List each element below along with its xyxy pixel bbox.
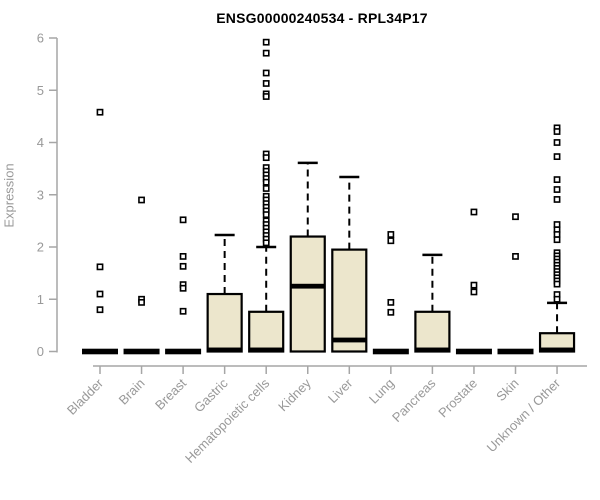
box-body	[206, 292, 243, 353]
outlier-point	[262, 49, 270, 57]
outlier-point	[470, 208, 478, 216]
box-median	[332, 337, 367, 343]
outlier-point	[138, 196, 145, 204]
outlier-point	[553, 176, 561, 183]
x-tick-label: Unknown / Other	[484, 375, 564, 455]
box-flat	[82, 348, 118, 355]
outlier-point	[553, 128, 561, 135]
outlier-point	[179, 253, 187, 260]
x-tick-label: Lung	[366, 376, 397, 407]
outlier-point	[512, 253, 519, 260]
x-tick-label: Bladder	[64, 375, 107, 418]
box-body	[331, 248, 368, 353]
outlier-point	[262, 211, 270, 219]
outlier-point	[96, 108, 104, 116]
outlier-point	[553, 280, 561, 288]
box-body	[289, 235, 326, 353]
outlier-point	[138, 298, 145, 306]
box-flat	[372, 348, 409, 355]
outlier-point	[179, 262, 187, 270]
outlier-point	[262, 80, 270, 87]
y-tick-label: 2	[37, 240, 44, 255]
outlier-point	[553, 153, 561, 161]
outlier-point	[553, 231, 561, 238]
outlier-point	[387, 308, 395, 316]
y-tick-label: 0	[37, 344, 44, 359]
outlier-point	[553, 236, 561, 244]
y-tick-label: 6	[37, 31, 44, 46]
box-flat	[455, 348, 492, 355]
outlier-point	[553, 221, 561, 228]
outlier-point	[512, 213, 519, 221]
outlier-point	[179, 307, 187, 315]
outlier-point	[387, 237, 395, 245]
x-tick-label: Pancreas	[389, 375, 439, 425]
outlier-point	[387, 298, 395, 306]
x-tick-label: Brain	[116, 376, 148, 408]
box-flat	[165, 348, 202, 355]
x-tick-label: Liver	[325, 375, 356, 406]
x-tick-label: Breast	[152, 375, 189, 412]
x-tick-label: Prostate	[435, 376, 480, 421]
outlier-point	[179, 216, 187, 224]
y-tick-label: 4	[37, 135, 44, 150]
outlier-point	[387, 231, 395, 238]
outlier-point	[553, 139, 561, 146]
x-tick-label: Skin	[493, 376, 521, 404]
box-body	[414, 310, 451, 353]
outlier-point	[262, 69, 270, 77]
x-tick-label: Gastric	[191, 375, 231, 415]
x-tick-label: Kidney	[275, 375, 314, 414]
outlier-point	[262, 154, 270, 162]
box-median	[290, 283, 325, 289]
outlier-point	[470, 281, 478, 289]
y-tick-label: 5	[37, 83, 44, 98]
outlier-point	[553, 196, 561, 203]
outlier-point	[96, 263, 104, 271]
outlier-point	[553, 295, 561, 303]
box-body	[248, 310, 285, 353]
outlier-point	[179, 284, 187, 292]
box-median	[415, 347, 450, 353]
y-tick-label: 1	[37, 292, 44, 307]
outlier-point	[262, 38, 270, 46]
outlier-point	[553, 186, 561, 193]
box-median	[207, 347, 242, 353]
box-flat	[123, 348, 160, 355]
chart-title: ENSG00000240534 - RPL34P17	[216, 10, 428, 26]
outlier-point	[262, 93, 270, 100]
outlier-point	[96, 306, 104, 314]
box-median	[249, 347, 284, 353]
y-tick-label: 3	[37, 187, 44, 202]
outlier-point	[262, 239, 270, 247]
outlier-point	[470, 288, 478, 296]
box-flat	[497, 348, 534, 355]
outlier-point	[96, 290, 104, 298]
outlier-point	[262, 185, 270, 192]
outlier-point	[262, 178, 270, 186]
box-median	[540, 347, 575, 353]
